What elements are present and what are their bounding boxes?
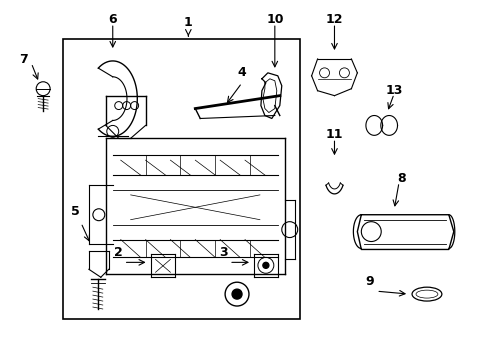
Text: 10: 10 [265,13,283,26]
Text: 12: 12 [325,13,343,26]
Text: 6: 6 [108,13,117,26]
Text: 4: 4 [237,66,246,79]
Text: 7: 7 [19,53,28,66]
Text: 9: 9 [365,275,373,288]
Text: 13: 13 [385,84,402,97]
Text: 11: 11 [325,129,343,141]
Bar [63,39,299,319]
Text: 3: 3 [219,246,227,259]
Text: 8: 8 [396,172,405,185]
Circle shape [263,262,268,268]
Circle shape [232,289,242,299]
Text: 5: 5 [70,205,79,218]
Text: 2: 2 [114,246,122,259]
Text: 1: 1 [183,16,192,29]
